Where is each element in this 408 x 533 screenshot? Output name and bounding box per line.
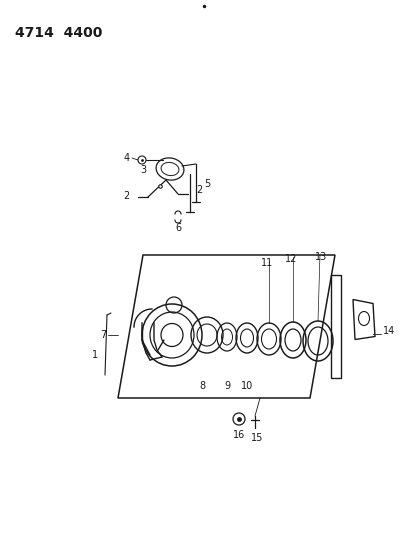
Text: 8: 8 [199,381,205,391]
Text: 10: 10 [241,381,253,391]
Text: 13: 13 [315,252,327,262]
Text: 6: 6 [175,223,181,233]
Text: 5: 5 [204,179,210,189]
Text: 12: 12 [285,254,297,264]
Text: 7: 7 [100,330,106,340]
Text: 9: 9 [224,381,230,391]
Text: 11: 11 [261,258,273,268]
Text: 2: 2 [196,185,202,195]
Text: 16: 16 [233,430,245,440]
Text: 15: 15 [251,433,263,443]
Text: 14: 14 [383,327,395,336]
Text: 2: 2 [124,191,130,201]
Text: 1: 1 [92,350,98,360]
Text: 4: 4 [124,153,130,163]
Text: 4714  4400: 4714 4400 [15,26,102,40]
Text: 3: 3 [140,165,146,175]
